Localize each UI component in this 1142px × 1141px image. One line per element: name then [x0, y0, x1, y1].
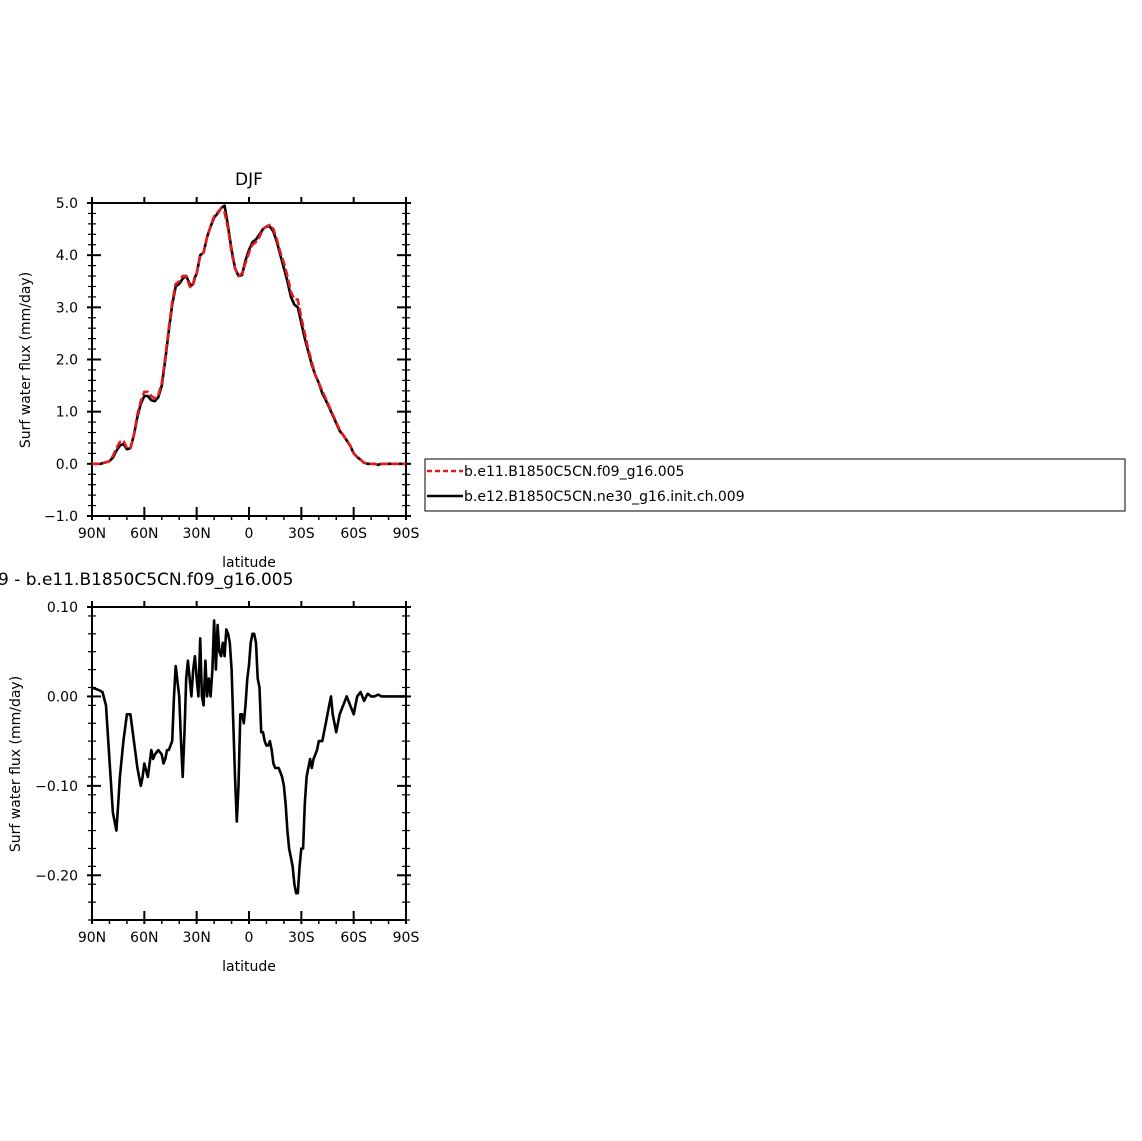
legend-box	[424, 458, 1126, 512]
top-y-tick-label: 5.0	[56, 196, 78, 212]
bottom-x-tick-label: 30S	[288, 930, 315, 946]
top-panel-title: DJF	[235, 170, 263, 190]
top-x-tick-label: 0	[245, 526, 254, 542]
bottom-series-line-1	[91, 619, 406, 895]
top-y-tick-label: −1.0	[44, 509, 78, 525]
top-series-line-1	[92, 206, 406, 467]
bottom-x-tick-label: 0	[245, 930, 254, 946]
bottom-x-tick-label: 60S	[340, 930, 367, 946]
top-x-tick-label: 60N	[130, 526, 158, 542]
top-series-line-2	[92, 204, 406, 467]
top-x-tick-label: 60S	[340, 526, 367, 542]
top-y-tick-label: 3.0	[56, 300, 78, 316]
legend-label-series-2: b.e12.B1850C5CN.ne30_g16.init.ch.009	[464, 489, 745, 505]
bottom-y-tick-label: −0.10	[35, 779, 78, 795]
top-y-tick-label: 2.0	[56, 353, 78, 369]
top-x-tick-label: 30N	[183, 526, 211, 542]
top-y-axis-label: Surf water flux (mm/day)	[18, 272, 34, 448]
bottom-y-tick-label: 0.10	[47, 600, 78, 616]
bottom-y-tick-label: 0.00	[47, 689, 78, 705]
bottom-x-axis-label: latitude	[222, 959, 276, 975]
bottom-x-tick-label: 60N	[130, 930, 158, 946]
top-y-tick-label: 1.0	[56, 405, 78, 421]
bottom-x-tick-label: 30N	[183, 930, 211, 946]
top-x-axis-label: latitude	[222, 555, 276, 571]
bottom-axis-ticks: 90N 60N 30N 0 30S 60S 90S −0.20 −0.10 0.00 0.10	[35, 600, 419, 946]
legend-label-series-1: b.e11.B1850C5CN.f09_g16.005	[464, 464, 684, 480]
legend: b.e11.B1850C5CN.f09_g16.005 b.e12.B1850C…	[424, 458, 1126, 512]
bottom-panel: 9 - b.e11.B1850C5CN.f09_g16.005 90N 60N 30…	[0, 570, 419, 975]
top-x-tick-label: 90N	[78, 526, 106, 542]
top-series-layer	[92, 204, 406, 467]
bottom-panel-title: 9 - b.e11.B1850C5CN.f09_g16.005	[0, 570, 293, 590]
bottom-x-tick-label: 90N	[78, 930, 106, 946]
bottom-x-tick-label: 90S	[393, 930, 420, 946]
top-panel: DJF 90N 60N 30N 0 30S 60S 90S −1.0 0.0 1.0 2.0 3.0 4…	[18, 170, 419, 571]
top-y-tick-label: 0.0	[56, 457, 78, 473]
bottom-series-layer	[91, 619, 406, 895]
top-x-tick-label: 90S	[393, 526, 420, 542]
top-x-tick-label: 30S	[288, 526, 315, 542]
top-y-tick-label: 4.0	[56, 248, 78, 264]
bottom-y-axis-label: Surf water flux (mm/day)	[8, 676, 24, 852]
top-axis-ticks: 90N 60N 30N 0 30S 60S 90S −1.0 0.0 1.0 2.0 3.0 4.0 5.…	[44, 196, 419, 542]
bottom-y-tick-label: −0.20	[35, 868, 78, 884]
